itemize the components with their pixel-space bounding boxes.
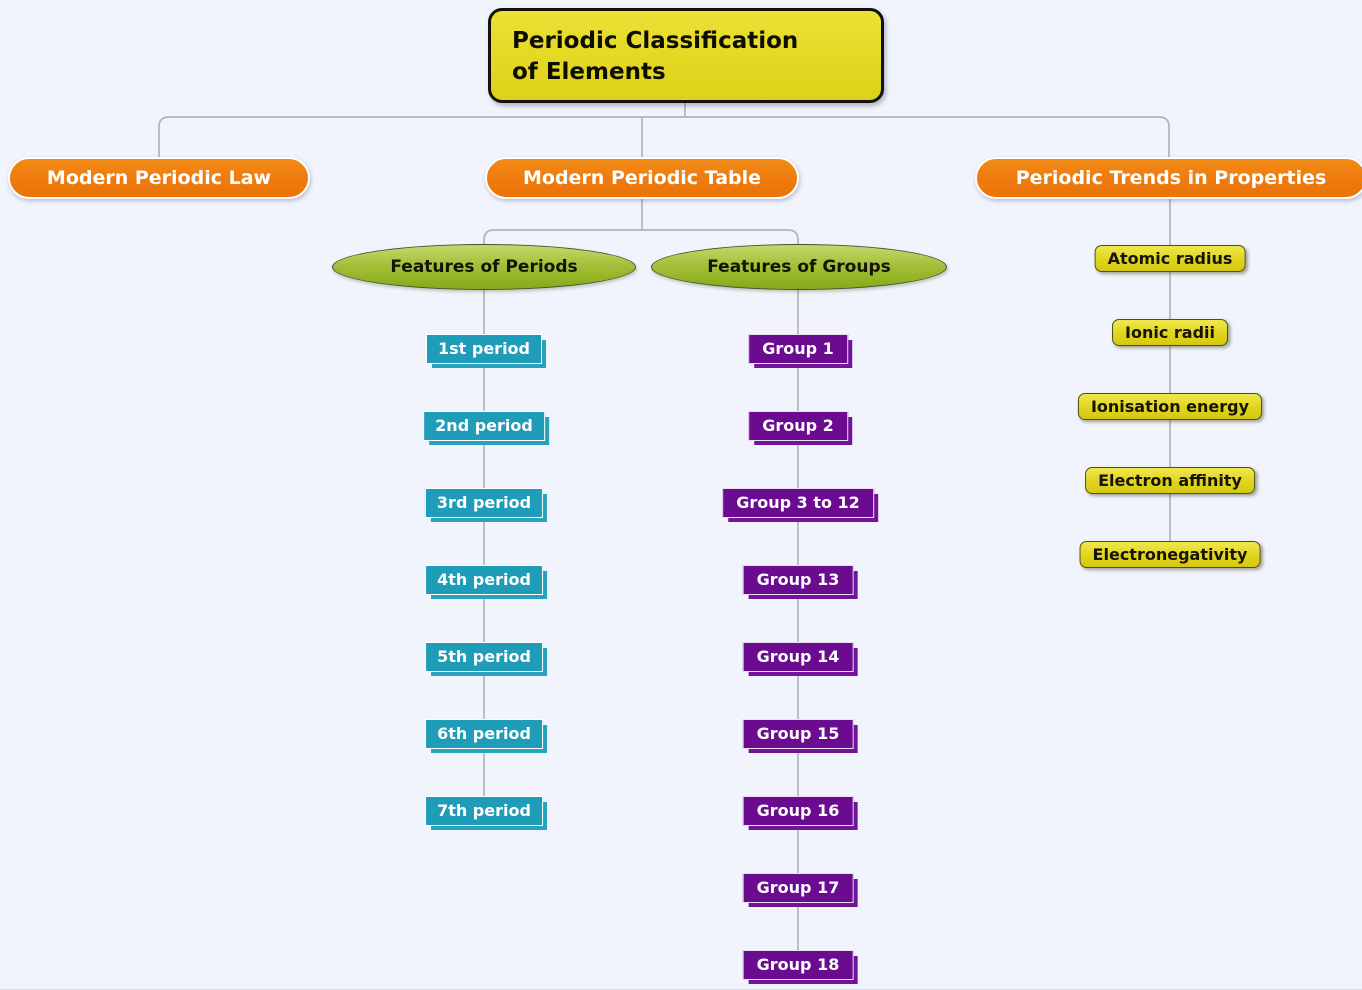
node-group-3-to-12[interactable]: Group 3 to 12 [722,488,874,518]
node-group-2[interactable]: Group 2 [748,411,848,441]
node-period-4[interactable]: 4th period [425,565,543,595]
node-period-5[interactable]: 5th period [425,642,543,672]
node-group-18[interactable]: Group 18 [742,950,854,980]
branch-periodic-trends[interactable]: Periodic Trends in Properties [975,157,1362,199]
node-period-3[interactable]: 3rd period [424,488,544,518]
node-period-6[interactable]: 6th period [425,719,543,749]
node-atomic-radius[interactable]: Atomic radius [1094,245,1246,272]
subheader-features-of-groups[interactable]: Features of Groups [651,244,947,290]
node-period-1[interactable]: 1st period [426,334,542,364]
node-group-17[interactable]: Group 17 [742,873,854,903]
node-electron-affinity[interactable]: Electron affinity [1085,467,1255,494]
node-ionisation-energy[interactable]: Ionisation energy [1077,393,1263,420]
node-ionic-radii[interactable]: Ionic radii [1112,319,1228,346]
root-node[interactable]: Periodic Classification of Elements [488,8,884,103]
node-group-14[interactable]: Group 14 [742,642,854,672]
node-period-7[interactable]: 7th period [425,796,543,826]
node-group-1[interactable]: Group 1 [748,334,848,364]
branch-modern-periodic-table[interactable]: Modern Periodic Table [485,157,799,199]
node-group-15[interactable]: Group 15 [742,719,854,749]
node-group-16[interactable]: Group 16 [742,796,854,826]
node-period-2[interactable]: 2nd period [423,411,545,441]
node-electronegativity[interactable]: Electronegativity [1079,541,1261,568]
node-group-13[interactable]: Group 13 [742,565,854,595]
branch-modern-periodic-law[interactable]: Modern Periodic Law [8,157,310,199]
subheader-features-of-periods[interactable]: Features of Periods [332,244,636,290]
